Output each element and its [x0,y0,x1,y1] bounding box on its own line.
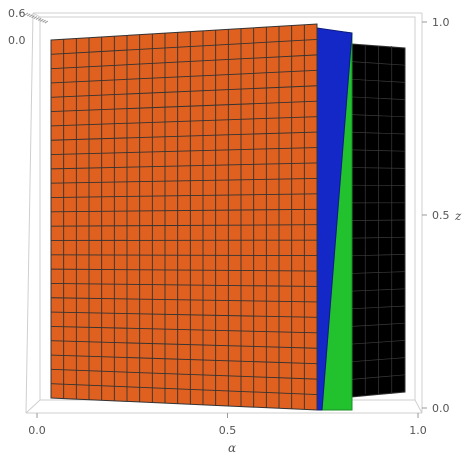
y-minor-tick-4 [34,17,37,19]
y-minor-tick-5 [36,18,39,20]
box-edge-bottom-right [415,400,422,413]
box-edge-left [26,13,33,413]
box-edge-bottom-left [26,400,40,413]
z-tick-label-0: 0.0 [432,402,450,415]
y-minor-tick-2 [29,15,32,17]
y-minor-tick-7 [40,19,43,21]
y-minor-tick-8 [43,20,46,22]
y-tick-label-1: 0.0 [8,34,26,47]
z-axis-ticks: 0.0 0.5 1.0 [422,16,450,415]
z-tick-label-2: 1.0 [432,16,450,29]
x-axis-title: α [228,441,236,455]
y-tick-label-0: 0.6 [8,7,26,20]
surface-orange [51,24,317,410]
y-minor-tick-9 [45,21,48,23]
x-tick-label-0: 0.0 [28,424,46,437]
z-axis-title: z [454,209,462,223]
x-axis-ticks: 0.0 0.5 1.0 [28,413,427,437]
y-minor-tick-1 [27,14,30,16]
z-tick-label-1: 0.5 [432,209,450,222]
x-tick-label-1: 0.5 [219,424,237,437]
x-tick-label-2: 1.0 [409,424,427,437]
